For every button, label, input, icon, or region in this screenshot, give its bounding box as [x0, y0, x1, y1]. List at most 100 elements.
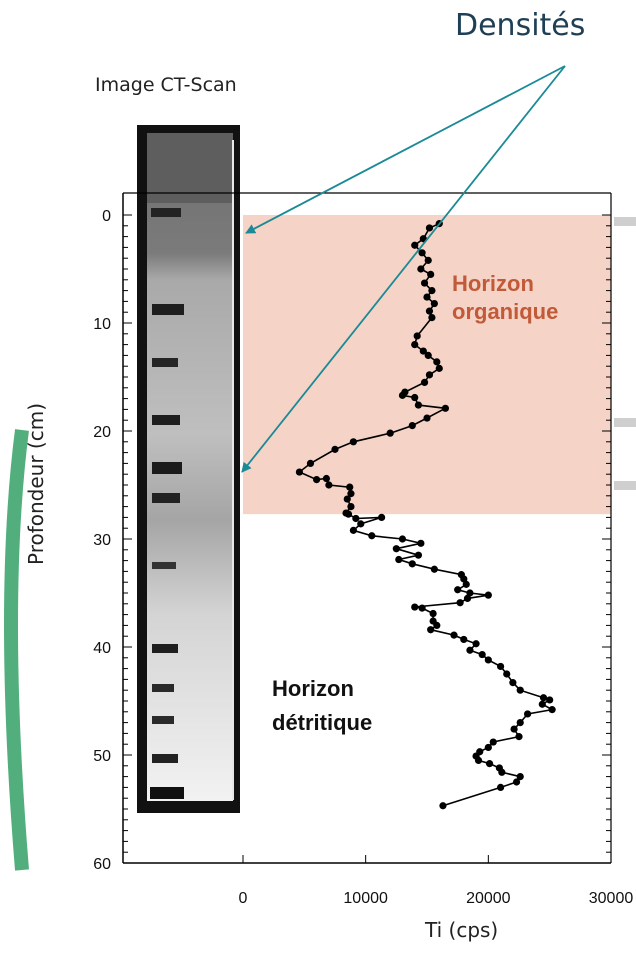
data-point	[392, 545, 400, 553]
x-axis-ticks: 0 10000 20000 30000	[239, 855, 634, 907]
data-point	[398, 535, 407, 543]
organic-horizon-label: Horizon organique	[452, 270, 558, 326]
detrital-horizon-label-line2: détritique	[272, 710, 373, 735]
data-point	[462, 580, 470, 588]
data-point	[503, 670, 511, 678]
data-point	[484, 656, 492, 664]
data-point	[349, 526, 357, 534]
y-tick-label: 0	[102, 208, 111, 225]
data-point	[424, 351, 432, 359]
ti-series-points	[295, 220, 556, 810]
y-axis-ticks: 0 10 20 30 40 50 60	[93, 208, 611, 873]
data-point	[433, 358, 441, 366]
data-point	[516, 686, 524, 694]
y-axis-label: Profondeur (cm)	[24, 402, 48, 566]
data-point	[484, 743, 492, 752]
data-point	[408, 560, 416, 568]
x-tick-label: 0	[239, 890, 248, 907]
data-point	[523, 710, 532, 718]
data-point	[423, 414, 431, 422]
data-point	[429, 609, 437, 618]
data-point	[512, 778, 521, 786]
data-point	[466, 589, 474, 597]
data-point	[510, 725, 518, 733]
data-point	[454, 586, 462, 594]
data-point	[357, 520, 365, 528]
data-point	[398, 391, 407, 399]
ct-scan-image-label: Image CT-Scan	[95, 74, 237, 96]
data-point	[546, 696, 554, 704]
data-point	[331, 445, 339, 453]
data-point	[352, 514, 360, 523]
data-point	[346, 483, 354, 491]
data-point	[430, 299, 438, 308]
data-point	[435, 364, 443, 372]
y-tick-label: 20	[93, 424, 111, 441]
densities-annotation-label: Densités	[455, 8, 586, 43]
data-point	[420, 279, 429, 287]
data-point	[306, 459, 315, 467]
y-tick-label: 30	[93, 532, 111, 549]
organic-horizon-label-line1: Horizon	[452, 271, 534, 296]
data-point	[423, 293, 431, 301]
data-point	[368, 532, 376, 540]
data-point	[411, 603, 419, 611]
y-tick-label: 10	[93, 316, 111, 333]
data-point	[463, 594, 472, 603]
data-point	[433, 621, 441, 630]
data-point	[417, 539, 425, 547]
data-point	[516, 773, 524, 781]
y-tick-label: 60	[93, 856, 111, 873]
x-axis-label: Ti (cps)	[425, 918, 499, 942]
y-tick-label: 50	[93, 748, 111, 765]
data-point	[439, 802, 447, 810]
detrital-horizon-label: Horizon détritique	[272, 672, 372, 740]
data-point	[349, 438, 357, 446]
data-point	[498, 768, 506, 776]
decorative-green-arc	[4, 429, 29, 871]
data-point	[430, 565, 438, 573]
data-point	[484, 591, 492, 599]
data-point	[497, 662, 505, 671]
data-point	[378, 513, 386, 522]
data-point	[413, 332, 421, 340]
data-point	[420, 378, 429, 386]
data-point	[466, 646, 474, 654]
data-point	[418, 249, 426, 257]
data-point	[441, 404, 449, 412]
data-point	[450, 631, 458, 639]
data-point	[539, 694, 548, 702]
data-point	[428, 314, 436, 322]
data-point	[411, 241, 419, 249]
data-point	[344, 510, 353, 518]
data-point	[474, 756, 483, 765]
data-point	[478, 650, 486, 659]
data-point	[497, 783, 505, 792]
data-point	[347, 490, 355, 498]
data-point	[343, 495, 351, 503]
data-point	[427, 626, 435, 634]
data-point	[509, 679, 517, 687]
data-point	[516, 719, 524, 727]
data-point	[425, 307, 434, 315]
x-tick-label: 10000	[343, 890, 388, 907]
data-point	[414, 401, 423, 409]
x-tick-label: 30000	[589, 890, 634, 907]
organic-horizon-zone	[243, 215, 611, 515]
data-point	[424, 256, 432, 264]
data-point	[325, 481, 333, 489]
data-point	[411, 393, 419, 402]
densities-arrow-upper	[245, 65, 566, 234]
x-tick-label: 20000	[466, 890, 511, 907]
data-point	[460, 635, 468, 644]
data-point	[386, 429, 394, 437]
data-point	[313, 476, 321, 484]
data-point	[485, 760, 494, 768]
data-point	[408, 422, 416, 430]
right-edge-marks	[614, 217, 636, 490]
data-point	[515, 733, 523, 741]
detrital-horizon-label-line1: Horizon	[272, 676, 354, 701]
data-point	[456, 599, 464, 607]
data-point	[414, 551, 423, 559]
